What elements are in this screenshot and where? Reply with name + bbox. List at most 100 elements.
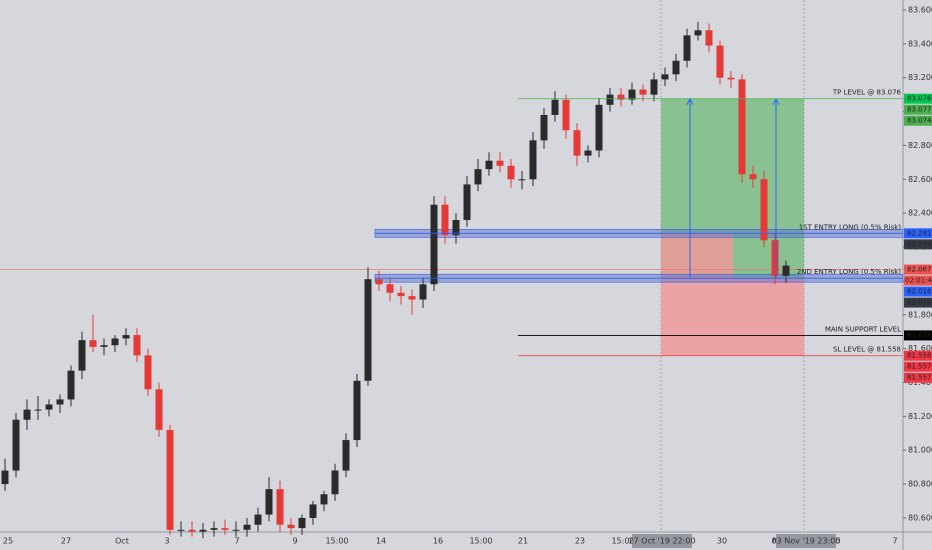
candle-body xyxy=(639,89,647,95)
x-tick-label: 21 xyxy=(518,537,528,546)
y-tick-label: 81.800 xyxy=(908,310,932,319)
countdown-tag xyxy=(904,275,932,286)
candle-body xyxy=(331,470,339,495)
candle-body xyxy=(694,30,702,36)
candle-body xyxy=(78,340,86,371)
level-label: TP LEVEL @ 83.076 xyxy=(832,89,902,97)
price-tag xyxy=(904,361,932,372)
price-tag-label: 83.074 xyxy=(907,117,932,125)
candle-body xyxy=(177,529,185,531)
price-tag-label: 81.557 xyxy=(907,363,932,371)
x-label-box xyxy=(632,534,692,548)
candle-body xyxy=(518,179,526,181)
price-tag-label: 82.067 xyxy=(907,266,932,274)
candle-body xyxy=(727,77,735,80)
candle-body xyxy=(100,345,108,347)
candle-body xyxy=(628,89,636,100)
x-tick-label: 3 xyxy=(164,537,169,546)
x-tick-label: 7 xyxy=(892,537,897,546)
candle-body xyxy=(738,79,746,175)
price-tag-label: 82.281 xyxy=(907,229,932,237)
candle-body xyxy=(705,30,713,46)
y-tick-label: 81.600 xyxy=(908,344,932,353)
candle-body xyxy=(551,99,559,115)
candle-body xyxy=(683,35,691,61)
candle-body xyxy=(419,284,427,300)
candle-body xyxy=(342,440,350,471)
price-tag xyxy=(904,372,932,383)
price-axis xyxy=(903,0,932,550)
candle-body xyxy=(463,184,471,220)
candle-body xyxy=(309,504,317,518)
candle-body xyxy=(760,179,768,241)
price-tag xyxy=(904,264,932,275)
y-tick-label: 82.800 xyxy=(908,141,932,150)
y-tick-label: 83.600 xyxy=(908,5,932,14)
candle-body xyxy=(782,265,790,276)
x-tick-label: 23 xyxy=(575,537,585,546)
loss-zone xyxy=(661,278,804,356)
candle-body xyxy=(595,104,603,151)
candle-body xyxy=(45,404,53,410)
x-label-box xyxy=(776,534,836,548)
price-tag xyxy=(904,330,932,341)
candle-body xyxy=(23,409,31,420)
candle-body xyxy=(485,160,493,170)
price-tag xyxy=(904,286,932,297)
price-tag xyxy=(904,115,932,126)
loss-zone xyxy=(661,233,733,279)
price-tag-label: 82.279 xyxy=(907,240,932,248)
candle-body xyxy=(320,494,328,505)
candle-body xyxy=(89,340,97,347)
y-tick-label: 82.400 xyxy=(908,209,932,218)
level-label: SL LEVEL @ 81.558 xyxy=(833,346,901,354)
x-tick-label: 27 xyxy=(61,537,71,546)
candle-body xyxy=(287,524,295,529)
y-tick-label: 83.200 xyxy=(908,73,932,82)
x-tick-label: 14 xyxy=(376,537,386,546)
candle-body xyxy=(254,514,262,525)
candle-body xyxy=(199,529,207,532)
candle-body xyxy=(12,419,20,471)
candle-body xyxy=(441,204,449,236)
price-tag xyxy=(904,228,932,239)
price-tag-label: 81.557 xyxy=(907,374,932,382)
level-label: 1ST ENTRY LONG (0.5% Risk) xyxy=(799,223,902,231)
candle-body xyxy=(540,114,548,141)
candle-body xyxy=(166,429,174,530)
candle-body xyxy=(56,399,64,405)
candle-body xyxy=(606,94,614,105)
x-tick-label: 15:00 xyxy=(469,537,492,546)
candle-body xyxy=(573,130,581,156)
candle-body xyxy=(375,279,383,285)
y-tick-label: 80.600 xyxy=(908,513,932,522)
price-tag xyxy=(904,297,932,308)
y-tick-label: 83.400 xyxy=(908,39,932,48)
price-tag-label: 82.016 xyxy=(907,299,932,307)
candle-body xyxy=(155,389,163,430)
candle-body xyxy=(661,74,669,80)
candle-body xyxy=(188,529,196,532)
y-tick-label: 81.000 xyxy=(908,446,932,455)
candle-body xyxy=(386,284,394,293)
x-tick-label: 7 xyxy=(234,537,239,546)
candle-body xyxy=(265,489,273,515)
candle-body xyxy=(243,524,251,530)
candle-body xyxy=(397,292,405,297)
x-tick-label: 15:00 xyxy=(611,537,634,546)
candle-body xyxy=(452,219,460,236)
y-tick-label: 80.800 xyxy=(908,480,932,489)
candle-body xyxy=(111,338,119,346)
candle-body xyxy=(1,470,9,485)
price-tag xyxy=(904,104,932,115)
candle-body xyxy=(221,528,229,530)
price-tag xyxy=(904,239,932,250)
y-tick-label: 81.200 xyxy=(908,412,932,421)
candle-body xyxy=(276,489,284,525)
candle-body xyxy=(672,60,680,75)
x-tick-label: 16 xyxy=(433,537,443,546)
y-tick-label: 82.600 xyxy=(908,175,932,184)
x-tick-label: 30 xyxy=(717,537,727,546)
candle-body xyxy=(210,528,218,530)
